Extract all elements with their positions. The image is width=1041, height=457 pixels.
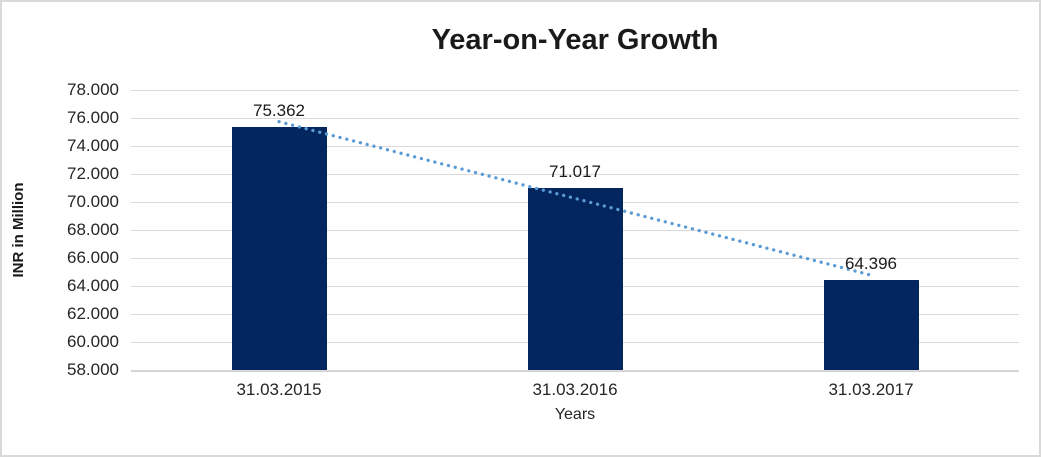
- y-tick-label: 74.000: [67, 136, 119, 155]
- y-tick-label: 66.000: [67, 248, 119, 267]
- y-tick-label: 68.000: [67, 220, 119, 239]
- gridline: [131, 370, 1019, 371]
- x-tick-label: 31.03.2016: [532, 380, 618, 399]
- gridline: [131, 90, 1019, 91]
- data-label: 71.017: [549, 161, 601, 181]
- y-tick-label: 78.000: [67, 80, 119, 99]
- gridline: [131, 118, 1019, 119]
- x-tick-label: 31.03.2017: [828, 380, 914, 399]
- y-tick-label: 64.000: [67, 276, 119, 295]
- y-tick-label: 70.000: [67, 192, 119, 211]
- data-label: 75.362: [253, 100, 305, 120]
- chart-title: Year-on-Year Growth: [431, 24, 719, 56]
- plot-area: 75.362 71.017 64.396: [131, 90, 1019, 372]
- bar-31.03.2017: [823, 280, 919, 370]
- y-tick-label: 58.000: [67, 360, 119, 379]
- data-label: 64.396: [845, 254, 897, 274]
- y-tick-label: 76.000: [67, 108, 119, 127]
- y-tick-label: 72.000: [67, 164, 119, 183]
- x-tick-label: 31.03.2015: [236, 380, 322, 399]
- x-axis-title: Years: [554, 406, 596, 423]
- y-tick-label: 60.000: [67, 332, 119, 351]
- y-tick-label: 62.000: [67, 304, 119, 323]
- bar-31.03.2016: [527, 187, 623, 370]
- bar-31.03.2015: [231, 126, 327, 370]
